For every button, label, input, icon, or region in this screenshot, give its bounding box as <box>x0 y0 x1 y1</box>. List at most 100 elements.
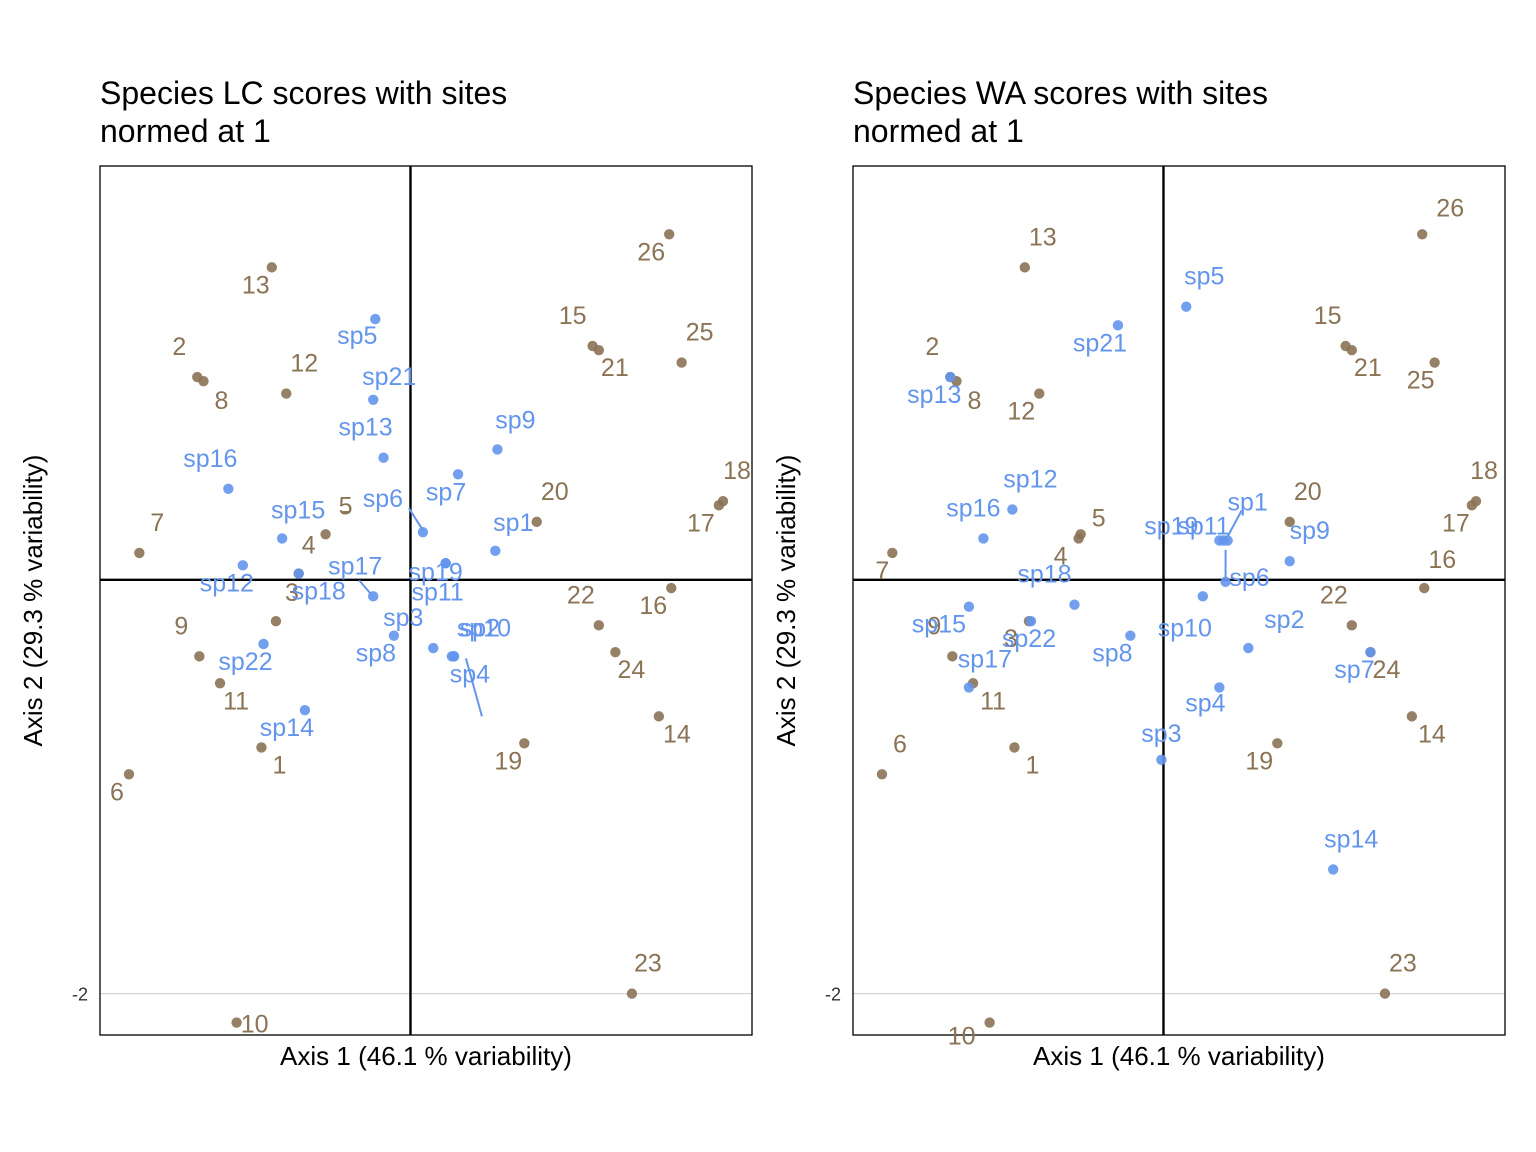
site-label-3: 3 <box>285 579 299 607</box>
site-label-22: 22 <box>1320 581 1348 609</box>
site-point-10 <box>231 1017 242 1028</box>
site-label-8: 8 <box>968 387 982 415</box>
species-point-sp8 <box>1125 630 1136 641</box>
species-point-sp13 <box>945 371 956 383</box>
site-point-7 <box>887 547 898 559</box>
site-label-13: 13 <box>1029 223 1057 251</box>
label-leader-line <box>464 658 483 717</box>
species-point-sp22 <box>258 638 269 650</box>
species-label-sp17: sp17 <box>958 645 1012 673</box>
site-point-13 <box>1019 262 1030 273</box>
species-point-sp15 <box>276 533 288 544</box>
species-label-sp13: sp13 <box>907 381 961 409</box>
site-point-5 <box>1075 529 1086 540</box>
species-label-sp2: sp2 <box>460 614 500 642</box>
site-point-9 <box>194 651 205 662</box>
species-label-sp12: sp12 <box>1003 465 1057 493</box>
site-point-18 <box>1470 495 1482 507</box>
species-point-sp18 <box>1069 599 1080 610</box>
site-label-6: 6 <box>893 730 907 758</box>
site-point-23 <box>1379 988 1391 999</box>
species-point-sp14 <box>1328 864 1339 875</box>
species-point-sp6 <box>417 527 429 538</box>
plot-frame <box>852 165 1506 1036</box>
label-leader-line <box>358 579 372 596</box>
site-label-4: 4 <box>302 532 316 560</box>
site-point-22 <box>1346 620 1358 631</box>
site-label-3: 3 <box>1004 625 1018 653</box>
site-label-14: 14 <box>663 720 691 748</box>
species-point-sp16 <box>223 483 234 494</box>
site-label-21: 21 <box>601 354 629 382</box>
species-label-sp15: sp15 <box>912 611 966 639</box>
species-label-sp17: sp17 <box>328 552 382 580</box>
site-label-11: 11 <box>223 687 249 715</box>
site-point-12 <box>1034 388 1045 399</box>
species-label-sp13: sp13 <box>338 414 392 442</box>
species-label-sp6: sp6 <box>363 485 403 513</box>
site-point-10 <box>984 1017 995 1028</box>
species-point-sp5 <box>370 313 381 325</box>
species-label-sp1: sp1 <box>1227 488 1267 516</box>
site-label-9: 9 <box>927 612 941 640</box>
site-point-25 <box>676 357 687 368</box>
site-label-22: 22 <box>567 581 595 609</box>
chart-title-line-1: Species LC scores with sites <box>100 75 507 111</box>
site-point-1 <box>1009 742 1020 753</box>
site-label-19: 19 <box>494 747 522 775</box>
site-label-23: 23 <box>1389 950 1417 978</box>
site-label-20: 20 <box>1294 478 1322 506</box>
site-point-11 <box>214 678 226 689</box>
site-point-26 <box>1417 229 1428 240</box>
site-label-25: 25 <box>1407 367 1435 395</box>
species-point-sp17 <box>963 682 975 693</box>
y-tick-label: -2 <box>825 985 841 1005</box>
site-label-5: 5 <box>1092 504 1106 532</box>
site-label-1: 1 <box>272 751 286 779</box>
species-point-sp7 <box>452 469 464 480</box>
species-label-sp19: sp19 <box>1144 512 1198 540</box>
site-label-26: 26 <box>637 238 665 266</box>
site-point-8 <box>198 375 209 387</box>
species-label-sp22: sp22 <box>218 648 272 676</box>
y-axis-label: Axis 2 (29.3 % variability) <box>771 455 801 747</box>
site-point-14 <box>1406 711 1418 722</box>
site-point-19 <box>519 738 530 749</box>
species-point-sp7 <box>1365 647 1376 658</box>
site-label-8: 8 <box>215 387 229 415</box>
species-point-sp3 <box>428 642 439 654</box>
site-point-20 <box>531 516 542 528</box>
species-label-sp19: sp19 <box>409 558 463 586</box>
species-label-sp4: sp4 <box>450 660 490 688</box>
site-point-6 <box>123 769 135 780</box>
species-label-sp4: sp4 <box>1185 689 1225 717</box>
species-label-sp16: sp16 <box>183 445 237 473</box>
site-label-11: 11 <box>980 687 1006 715</box>
site-label-20: 20 <box>541 478 569 506</box>
species-label-sp2: sp2 <box>1264 606 1304 634</box>
site-point-7 <box>134 547 145 559</box>
site-label-9: 9 <box>174 612 188 640</box>
species-label-sp12: sp12 <box>200 569 254 597</box>
species-label-sp5: sp5 <box>337 322 377 350</box>
species-point-sp2 <box>1243 642 1254 654</box>
species-point-sp8 <box>388 630 400 641</box>
species-label-sp6: sp6 <box>1229 564 1269 592</box>
site-label-16: 16 <box>1428 546 1456 574</box>
species-point-sp21 <box>1112 320 1124 331</box>
site-label-15: 15 <box>1314 302 1342 330</box>
species-point-sp14 <box>299 704 311 716</box>
species-label-sp21: sp21 <box>1073 329 1127 357</box>
species-point-sp13 <box>378 452 389 463</box>
site-label-12: 12 <box>290 350 318 378</box>
site-point-3 <box>270 615 282 627</box>
species-label-sp1: sp1 <box>493 509 533 537</box>
site-label-15: 15 <box>559 302 587 330</box>
site-label-25: 25 <box>686 319 714 347</box>
site-label-5: 5 <box>339 492 353 520</box>
site-label-17: 17 <box>1442 509 1470 537</box>
species-point-sp21 <box>368 394 379 406</box>
species-point-sp9 <box>492 444 503 455</box>
